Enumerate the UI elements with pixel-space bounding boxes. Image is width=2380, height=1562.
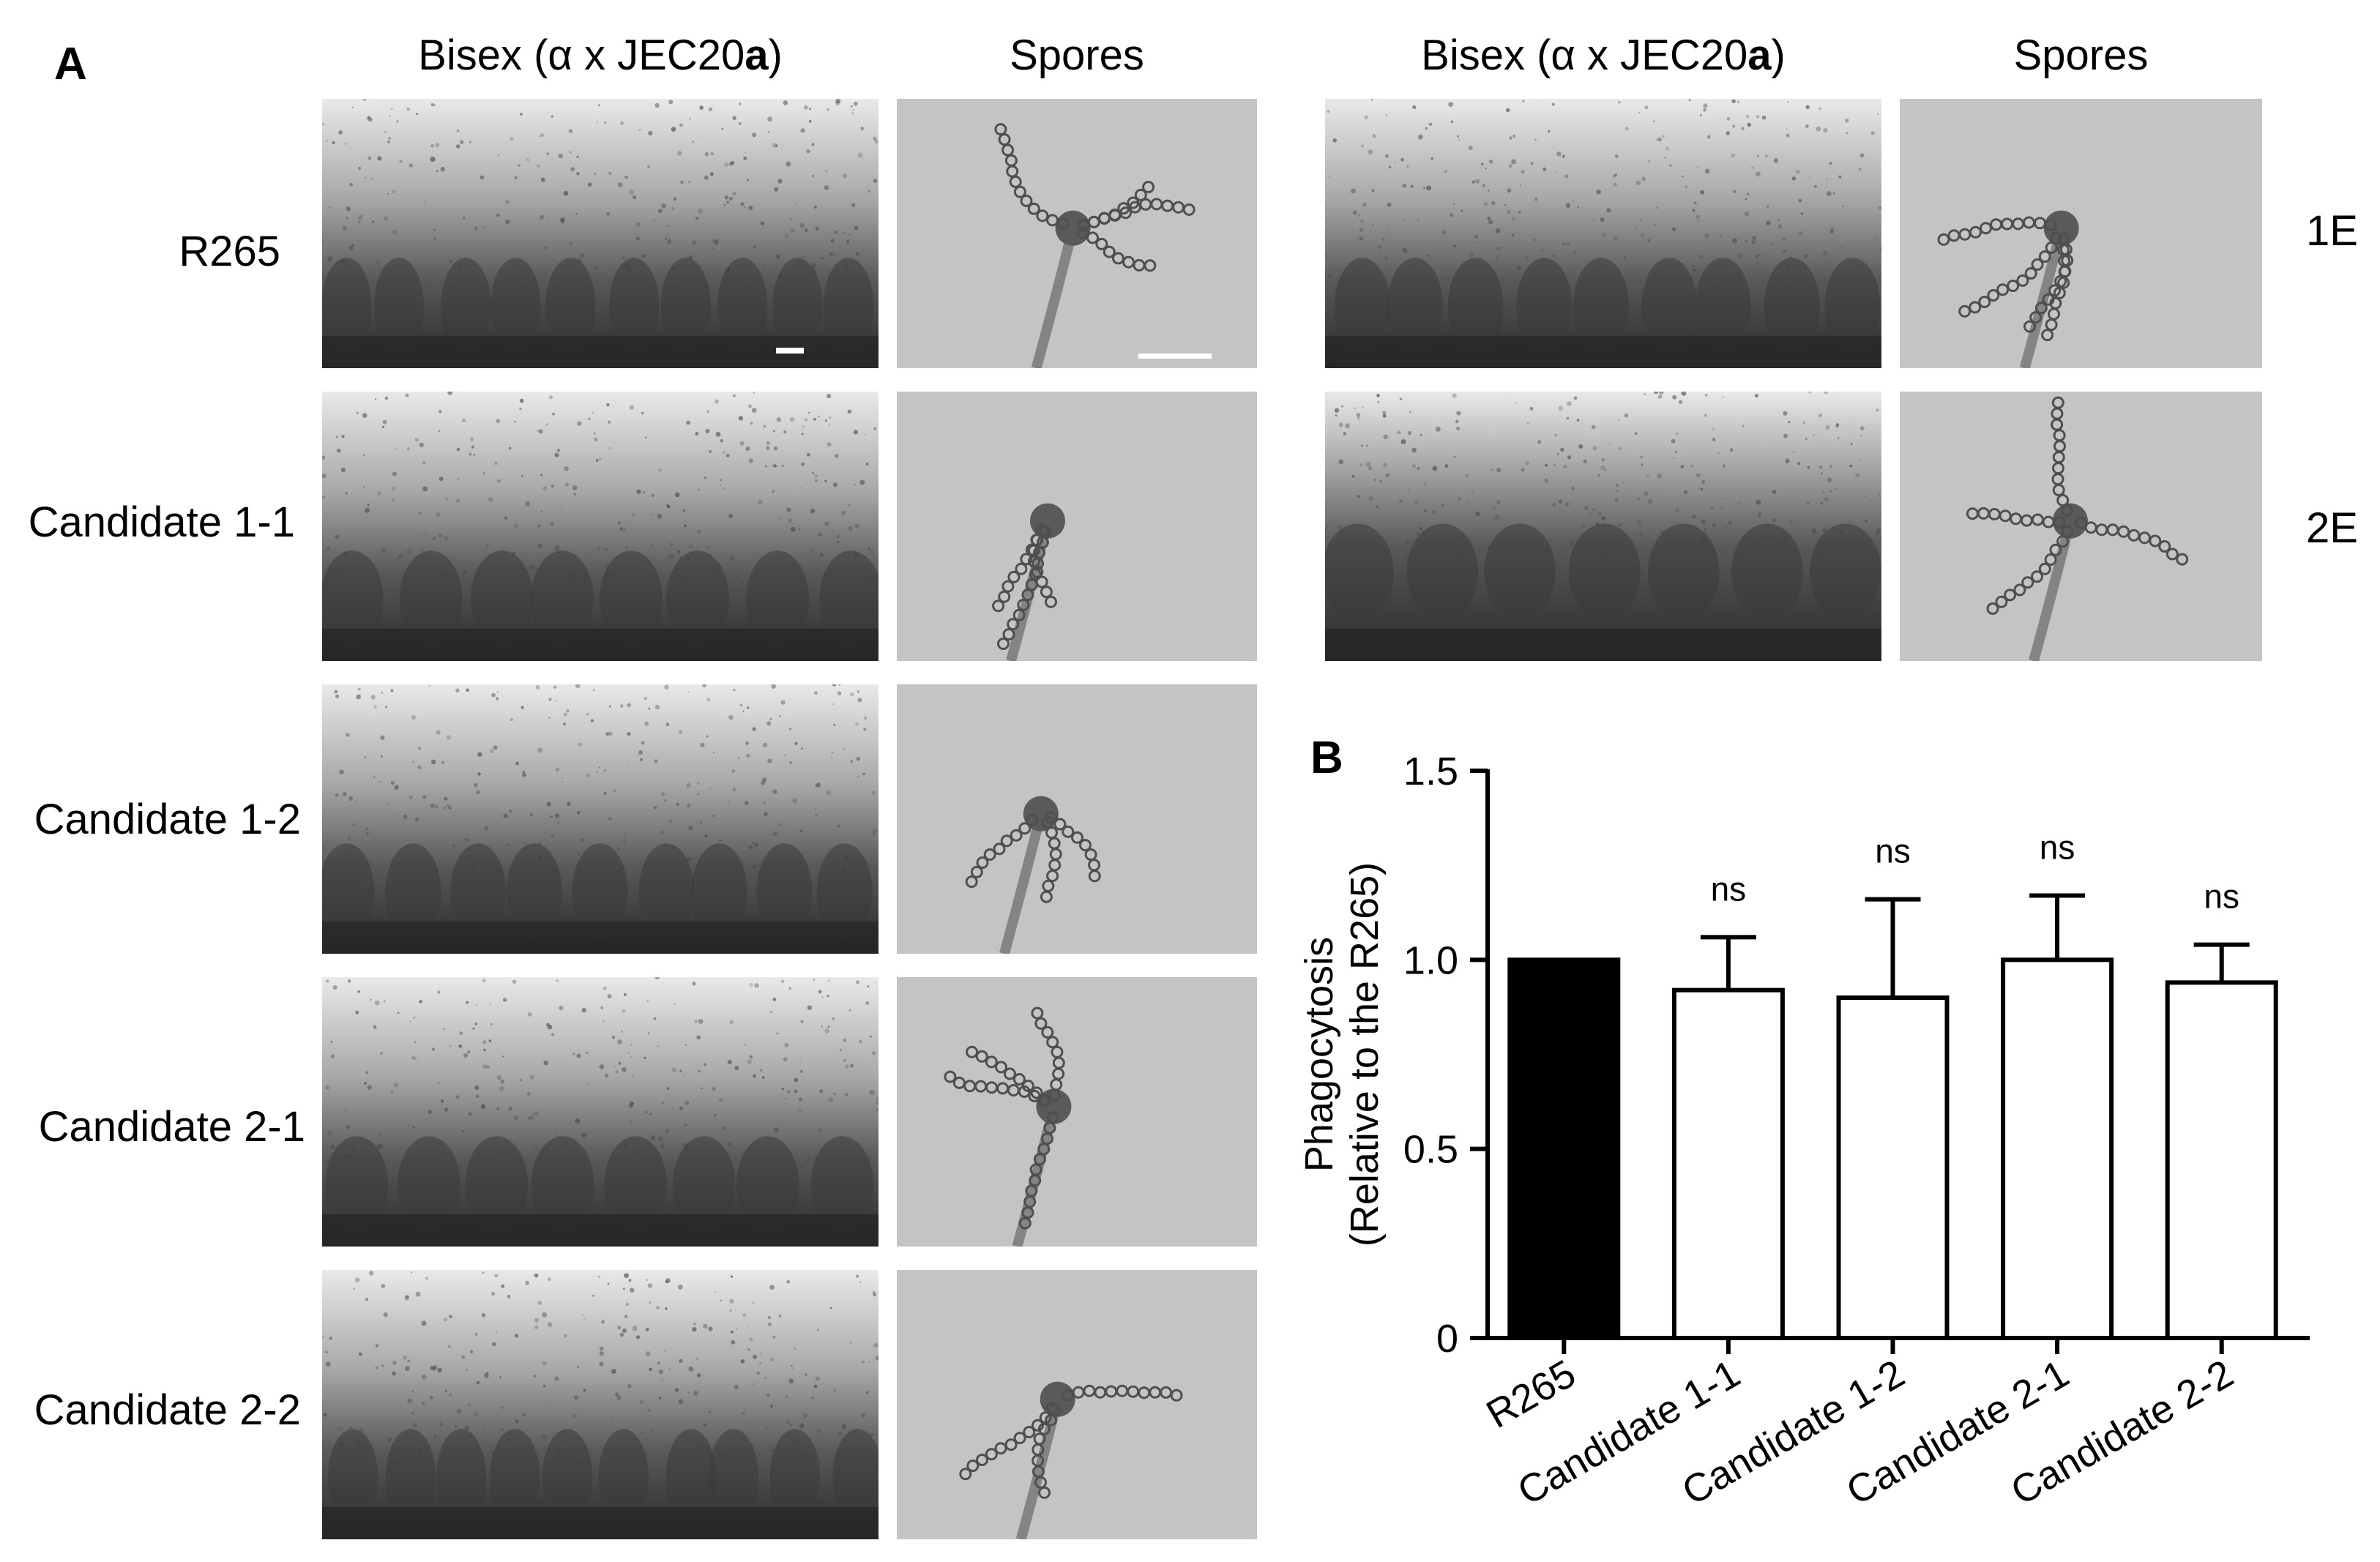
spores-micrograph-1e <box>1900 99 2262 368</box>
significance-label: ns <box>1711 870 1747 908</box>
y-tick-label: 1.5 <box>1403 750 1458 793</box>
spores-micrograph-row-2 <box>897 392 1257 661</box>
spores-micrograph-2e <box>1900 392 2262 661</box>
bar-candidate-2-2 <box>2165 980 2278 1341</box>
spores-micrograph-row-1 <box>897 99 1257 368</box>
left-bisex-header-suffix: ) <box>768 31 783 79</box>
y-axis-label: Phagocytosis(Relative to the R265) <box>1297 862 1387 1247</box>
spores-micrograph-row-4 <box>897 977 1257 1247</box>
left-spores-header: Spores <box>1010 31 1144 79</box>
significance-label: ns <box>2204 878 2239 916</box>
x-tick-label: Candidate 2-1 <box>1839 1351 2076 1514</box>
y-tick-label: 0.5 <box>1403 1128 1458 1172</box>
panel-b-letter: B <box>1310 733 1343 783</box>
x-tick-label: Candidate 1-2 <box>1675 1351 1912 1514</box>
x-tick-label: Candidate 1-1 <box>1510 1351 1747 1514</box>
left-bisex-header-bold: a <box>745 31 769 79</box>
row-label-candidate-1-1: Candidate 1-1 <box>28 498 295 546</box>
bar-candidate-1-2 <box>1836 995 1950 1340</box>
significance-label: ns <box>1875 832 1911 870</box>
right-bisex-header-suffix: ) <box>1771 31 1786 79</box>
y-tick-label: 0 <box>1436 1317 1458 1361</box>
x-tick-label: Candidate 2-2 <box>2004 1351 2241 1514</box>
y-tick-label: 1.0 <box>1403 938 1458 982</box>
row-label-candidate-2-1: Candidate 2-1 <box>38 1103 305 1151</box>
right-bisex-header-prefix: Bisex (α x JEC20 <box>1421 31 1748 79</box>
right-spores-header: Spores <box>2013 31 2149 79</box>
spores-micrograph-row-5 <box>897 1270 1257 1539</box>
scale-bar-spores <box>1138 354 1212 359</box>
x-tick-label: R265 <box>1480 1351 1583 1437</box>
bisex-micrograph-row-1 <box>322 99 878 368</box>
bisex-micrograph-2e <box>1325 392 1881 661</box>
bisex-micrograph-row-2 <box>322 392 878 661</box>
row-label-candidate-2-2: Candidate 2-2 <box>34 1386 301 1434</box>
scale-bar-bisex <box>776 348 804 354</box>
left-bisex-header-prefix: Bisex (α x JEC20 <box>418 31 745 79</box>
panel-a-letter: A <box>54 39 87 89</box>
bar-candidate-1-1 <box>1671 987 1785 1340</box>
right-bisex-header-bold: a <box>1747 31 1772 79</box>
bisex-micrograph-row-5 <box>322 1270 878 1539</box>
significance-label: ns <box>2040 829 2075 867</box>
row-label-r265: R265 <box>179 228 280 275</box>
bisex-micrograph-row-3 <box>322 684 878 954</box>
bisex-micrograph-row-4 <box>322 977 878 1247</box>
row-label-candidate-1-2: Candidate 1-2 <box>34 796 301 843</box>
bisex-micrograph-1e <box>1325 99 1881 368</box>
row-label-1e: 1E <box>2306 207 2358 255</box>
right-bisex-header: Bisex (α x JEC20a) <box>1325 31 1881 80</box>
spores-micrograph-row-3 <box>897 684 1257 954</box>
bar-candidate-2-1 <box>2001 957 2114 1341</box>
bar-r265 <box>1507 957 1621 1341</box>
left-bisex-header: Bisex (α x JEC20a) <box>322 31 878 80</box>
row-label-2e: 2E <box>2306 504 2358 552</box>
